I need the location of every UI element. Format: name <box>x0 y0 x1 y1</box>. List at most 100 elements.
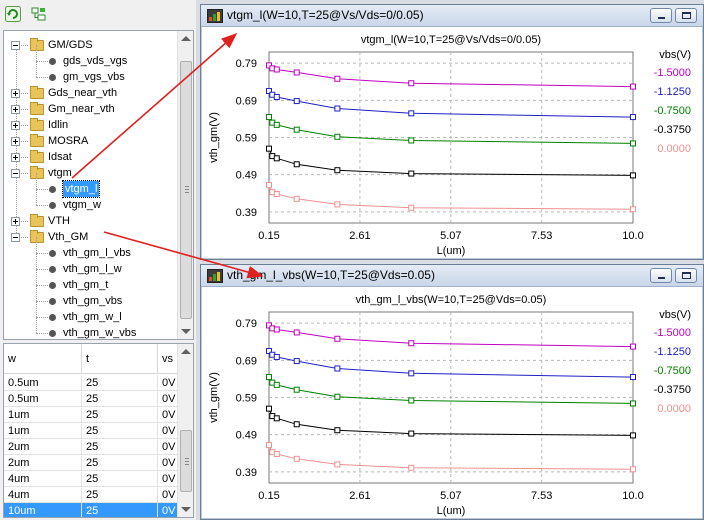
maximize-button[interactable] <box>675 8 697 23</box>
tree-leaf-vth-gm-t[interactable]: vth_gm_t <box>4 269 176 293</box>
data-point[interactable] <box>273 326 280 333</box>
data-point[interactable] <box>408 464 415 471</box>
data-point[interactable] <box>266 182 272 189</box>
data-point[interactable] <box>408 137 415 144</box>
tree-leaf-vtgm-w[interactable]: vtgm_w <box>4 189 176 213</box>
refresh-icon[interactable] <box>5 6 21 22</box>
window-titlebar[interactable]: vtgm_l(W=10,T=25@Vs/Vds=0/0.05) <box>201 5 703 27</box>
table-row[interactable]: 0.5um 25 0V <box>4 375 178 391</box>
parameter-table[interactable]: w t vs 0.5um 25 0V 0.5um 25 0V 1um 25 0V 1um 25 0V 2… <box>3 343 194 518</box>
maximize-button[interactable] <box>675 268 697 283</box>
tree-view[interactable]: GM/GDS gds_vds_vgs gm_vgs_vbs Gds_near_vth G… <box>3 30 194 340</box>
column-header-t[interactable]: t <box>82 344 158 374</box>
data-point[interactable] <box>293 98 300 105</box>
tree-folder-idlin[interactable]: Idlin <box>4 117 176 133</box>
data-point[interactable] <box>293 386 300 393</box>
data-point[interactable] <box>630 83 636 90</box>
data-point[interactable] <box>408 430 415 437</box>
data-point[interactable] <box>408 110 415 117</box>
expand-icon[interactable] <box>11 105 20 114</box>
table-row[interactable]: 4um 25 0V <box>4 471 178 487</box>
data-point[interactable] <box>266 88 272 95</box>
data-point[interactable] <box>630 432 636 439</box>
tree-folder-gm-gds[interactable]: GM/GDS <box>4 37 176 53</box>
data-point[interactable] <box>273 191 280 198</box>
minimize-button[interactable] <box>650 8 672 23</box>
table-scroll-thumb[interactable] <box>180 430 192 492</box>
data-point[interactable] <box>293 421 300 428</box>
data-point[interactable] <box>630 466 636 473</box>
data-point[interactable] <box>334 75 341 82</box>
tree-leaf-vth-gm-vbs[interactable]: vth_gm_vbs <box>4 285 176 309</box>
data-point[interactable] <box>266 114 272 121</box>
tree-scrollbar[interactable] <box>177 31 193 339</box>
data-point[interactable] <box>630 140 636 147</box>
tree-leaf-vth-gm-w-vbs[interactable]: vth_gm_w_vbs <box>4 317 176 339</box>
line-chart-vth-gm-l-vbs[interactable]: vth_gm_l_vbs(W=10,T=25@Vds=0.05) 0.15 2.61… <box>201 287 703 519</box>
table-scrollbar[interactable] <box>177 344 193 517</box>
data-point[interactable] <box>334 461 341 468</box>
table-row[interactable]: 1um 25 0V <box>4 423 178 439</box>
collapse-tree-icon[interactable] <box>31 6 47 22</box>
data-point[interactable] <box>334 393 341 400</box>
data-point[interactable] <box>273 155 280 162</box>
tree-folder-vth[interactable]: VTH <box>4 213 176 229</box>
column-header-vs[interactable]: vs <box>158 344 178 374</box>
table-row[interactable]: 1um 25 0V <box>4 407 178 423</box>
data-point[interactable] <box>293 358 300 365</box>
data-point[interactable] <box>408 397 415 404</box>
data-point[interactable] <box>334 133 341 140</box>
data-point[interactable] <box>334 167 341 174</box>
scroll-up-icon[interactable] <box>181 349 191 354</box>
data-point[interactable] <box>334 201 341 208</box>
tree-folder-vtgm[interactable]: vtgm <box>4 165 176 181</box>
tree-folder-mosra[interactable]: MOSRA <box>4 133 176 149</box>
tree-leaf-vtgm-l[interactable]: vtgm_l <box>4 173 176 198</box>
data-point[interactable] <box>273 66 280 73</box>
scroll-up-icon[interactable] <box>181 36 191 41</box>
data-point[interactable] <box>408 80 415 87</box>
window-titlebar[interactable]: vth_gm_l_vbs(W=10,T=25@Vds=0.05) <box>201 265 703 287</box>
data-point[interactable] <box>334 365 341 372</box>
tree-leaf-gm-vgs-vbs[interactable]: gm_vgs_vbs <box>4 61 176 85</box>
data-point[interactable] <box>293 161 300 168</box>
data-point[interactable] <box>293 455 300 462</box>
expand-icon[interactable] <box>11 153 20 162</box>
data-point[interactable] <box>266 374 272 381</box>
data-point[interactable] <box>630 172 636 179</box>
data-point[interactable] <box>273 415 280 422</box>
scroll-down-icon[interactable] <box>181 329 191 334</box>
data-point[interactable] <box>273 121 280 128</box>
line-chart-vtgm-l[interactable]: vtgm_l(W=10,T=25@Vs/Vds=0/0.05) 0.15 2.61 5… <box>201 27 703 259</box>
tree-folder-idsat[interactable]: Idsat <box>4 149 176 165</box>
tree-folder-vth-gm[interactable]: Vth_GM <box>4 229 176 245</box>
data-point[interactable] <box>273 451 280 458</box>
data-point[interactable] <box>408 170 415 177</box>
data-point[interactable] <box>293 69 300 76</box>
scroll-down-icon[interactable] <box>181 507 191 512</box>
data-point[interactable] <box>630 400 636 407</box>
collapse-icon[interactable] <box>11 41 20 50</box>
data-point[interactable] <box>266 405 272 412</box>
data-point[interactable] <box>334 335 341 342</box>
data-point[interactable] <box>630 114 636 121</box>
expand-icon[interactable] <box>11 217 20 226</box>
data-point[interactable] <box>273 353 280 360</box>
expand-icon[interactable] <box>11 89 20 98</box>
minimize-button[interactable] <box>650 268 672 283</box>
collapse-icon[interactable] <box>11 233 20 242</box>
data-point[interactable] <box>408 204 415 211</box>
tree-leaf-gds-vds-vgs[interactable]: gds_vds_vgs <box>4 45 176 69</box>
table-row[interactable]: 10um 25 0V <box>4 503 178 517</box>
data-point[interactable] <box>408 340 415 347</box>
data-point[interactable] <box>266 442 272 449</box>
tree-leaf-vth-gm-l-vbs[interactable]: vth_gm_l_vbs <box>4 237 176 261</box>
data-point[interactable] <box>266 145 272 152</box>
data-point[interactable] <box>630 374 636 381</box>
collapse-icon[interactable] <box>11 169 20 178</box>
tree-scroll-thumb[interactable] <box>180 61 192 319</box>
data-point[interactable] <box>630 206 636 213</box>
data-point[interactable] <box>266 348 272 355</box>
tree-leaf-vth-gm-w-l[interactable]: vth_gm_w_l <box>4 301 176 325</box>
table-row[interactable]: 4um 25 0V <box>4 487 178 503</box>
